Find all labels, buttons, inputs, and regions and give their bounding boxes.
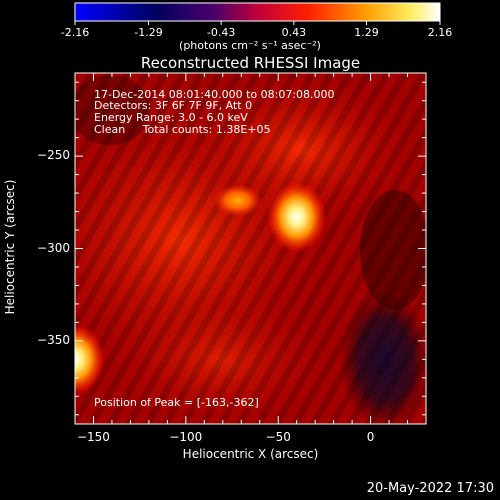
annotation-clean-counts: Clean Total counts: 1.38E+05: [94, 123, 271, 136]
colorbar-tick-label: -1.29: [134, 26, 163, 39]
footer-timestamp: 20-May-2022 17:30: [366, 481, 494, 496]
colorbar-tick-label: 2.16: [427, 26, 453, 39]
annotation-detectors: Detectors: 3F 6F 7F 9F, Att 0: [94, 99, 253, 112]
annotation-energy-range: Energy Range: 3.0 - 6.0 keV: [94, 111, 248, 124]
x-tick-label: 0: [366, 430, 375, 444]
heatmap-image: [75, 73, 426, 424]
colorbar-gradient: [74, 2, 441, 22]
colorbar-tick-label: -2.16: [60, 26, 90, 39]
y-tick-label: −250: [37, 148, 70, 163]
y-tick-label: −350: [37, 332, 70, 347]
x-tick-label: −100: [169, 430, 203, 444]
colorbar: [74, 2, 441, 25]
bright-source: [213, 184, 262, 217]
colorbar-tick-label: -0.43: [206, 26, 236, 39]
x-tick-label: −50: [265, 430, 291, 444]
chart-title: Reconstructed RHESSI Image: [140, 54, 361, 72]
y-axis-label: Heliocentric Y (arcsec): [3, 179, 17, 315]
colorbar-tick-label: 0.43: [281, 26, 307, 39]
annotation-peak-position: Position of Peak = [-163,-362]: [94, 396, 259, 409]
colorbar-tick-label: 1.29: [354, 26, 379, 39]
bright-source: [266, 181, 327, 254]
annotation-time-range: 17-Dec-2014 08:01:40.000 to 08:07:08.000: [94, 88, 335, 101]
colorbar-unit-label: (photons cm⁻² s⁻¹ asec⁻²): [179, 39, 321, 52]
x-tick-label: −150: [76, 430, 110, 444]
x-axis-label: Heliocentric X (arcsec): [182, 447, 319, 461]
y-tick-label: −300: [37, 240, 70, 255]
